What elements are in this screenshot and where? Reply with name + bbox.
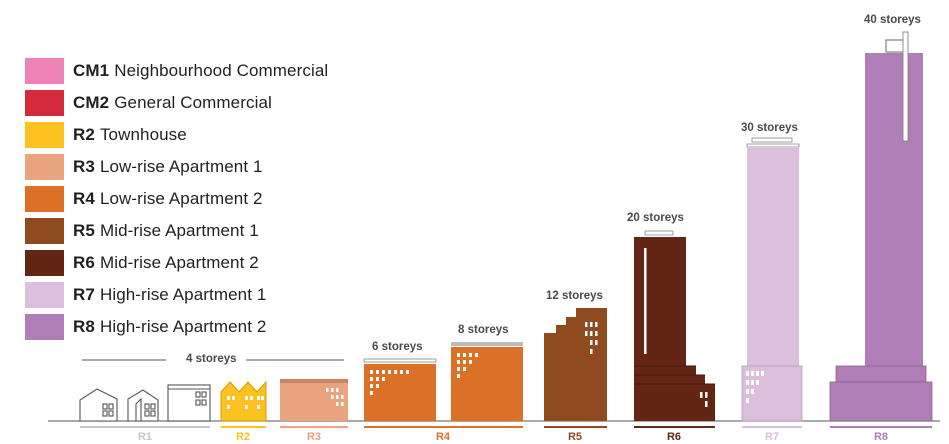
zone-label-r8: R8 <box>873 431 889 443</box>
legend-code-r5: R5 <box>73 221 95 240</box>
r7-building <box>741 137 803 422</box>
legend-swatch-r4 <box>25 186 64 212</box>
legend-swatch-r6 <box>25 250 64 276</box>
zone-label-r7: R7 <box>764 431 780 443</box>
legend-swatch-r2 <box>25 122 64 148</box>
legend-swatch-r3 <box>25 154 64 180</box>
label-6-storeys: 6 storeys <box>372 341 423 353</box>
legend-swatch-cm1 <box>25 58 64 84</box>
legend-name-r4: Low-rise Apartment 2 <box>99 189 263 208</box>
legend-swatch-r8 <box>25 314 64 340</box>
legend-item-r4: R4 Low-rise Apartment 2 <box>25 186 263 212</box>
r4-six-storey-building <box>363 358 437 421</box>
zone-label-r6: R6 <box>666 431 682 443</box>
legend-swatch-cm2 <box>25 90 64 116</box>
zone-label-r5: R5 <box>567 431 583 443</box>
zone-label-r1: R1 <box>137 431 153 443</box>
legend-name-r8: High-rise Apartment 2 <box>99 317 267 336</box>
legend-code-cm2: CM2 <box>73 93 110 112</box>
legend-code-r8: R8 <box>73 317 95 336</box>
zone-label-r3: R3 <box>306 431 322 443</box>
r4-eight-storey-building <box>451 342 523 421</box>
label-4-storeys: 4 storeys <box>186 353 237 365</box>
r8-building <box>829 31 933 422</box>
legend-code-r3: R3 <box>73 157 95 176</box>
r1-buildings <box>79 384 211 422</box>
legend-name-cm1: Neighbourhood Commercial <box>114 61 329 80</box>
zone-label-r2: R2 <box>235 431 251 443</box>
legend-code-r6: R6 <box>73 253 95 272</box>
legend-name-cm2: General Commercial <box>114 93 272 112</box>
legend-item-r3: R3 Low-rise Apartment 1 <box>25 154 263 180</box>
legend-item-cm1: CM1 Neighbourhood Commercial <box>25 58 328 84</box>
legend-name-r6: Mid-rise Apartment 2 <box>99 253 259 272</box>
label-30-storeys: 30 storeys <box>741 122 798 134</box>
r5-building <box>544 308 607 421</box>
legend-item-r5: R5 Mid-rise Apartment 1 <box>25 218 259 244</box>
legend-code-r7: R7 <box>73 285 95 304</box>
legend-code-cm1: CM1 <box>73 61 110 80</box>
label-20-storeys: 20 storeys <box>627 212 684 224</box>
label-8-storeys: 8 storeys <box>458 324 509 336</box>
legend-swatch-r7 <box>25 282 64 308</box>
legend-item-r6: R6 Mid-rise Apartment 2 <box>25 250 259 276</box>
zone-label-r4: R4 <box>435 431 451 443</box>
legend-name-r7: High-rise Apartment 1 <box>99 285 267 304</box>
r6-building <box>634 230 715 421</box>
r2-townhouses <box>220 380 267 422</box>
label-40-storeys: 40 storeys <box>864 14 921 26</box>
legend-name-r3: Low-rise Apartment 1 <box>99 157 263 176</box>
legend-item-r8: R8 High-rise Apartment 2 <box>25 314 266 340</box>
legend-code-r4: R4 <box>73 189 95 208</box>
legend-item-cm2: CM2 General Commercial <box>25 90 272 116</box>
legend-name-r5: Mid-rise Apartment 1 <box>99 221 259 240</box>
legend-code-r2: R2 <box>73 125 95 144</box>
legend-name-r2: Townhouse <box>99 125 187 144</box>
legend-item-r2: R2 Townhouse <box>25 122 187 148</box>
label-12-storeys: 12 storeys <box>546 290 603 302</box>
legend-swatch-r5 <box>25 218 64 244</box>
r3-building <box>280 379 348 421</box>
legend-item-r7: R7 High-rise Apartment 1 <box>25 282 266 308</box>
